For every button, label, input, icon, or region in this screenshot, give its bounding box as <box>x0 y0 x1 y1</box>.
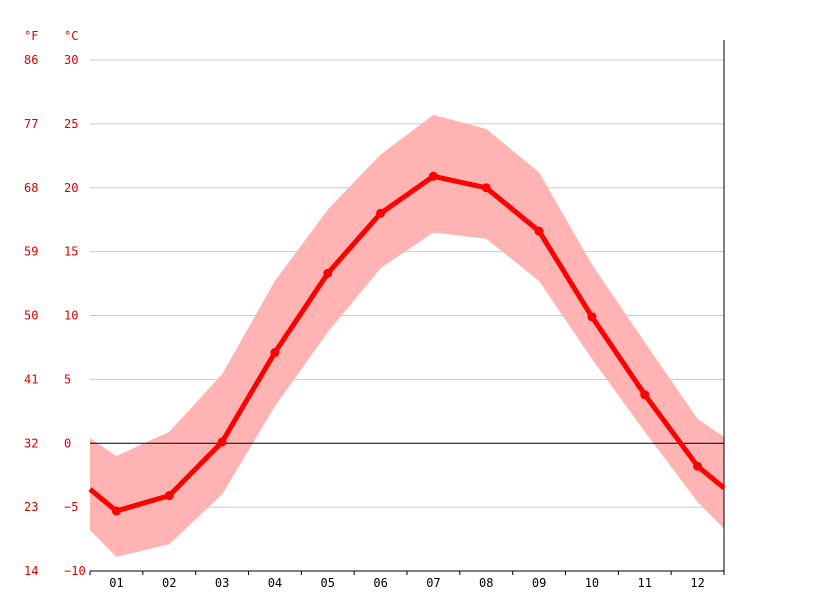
y-tick-label-fahrenheit: 41 <box>24 372 38 386</box>
y-tick-label-celsius: −5 <box>64 500 78 514</box>
temperature-band-area <box>90 114 724 557</box>
data-point <box>323 268 333 278</box>
data-point <box>587 312 597 322</box>
data-point <box>111 506 121 516</box>
temperature-line <box>88 173 726 514</box>
y-tick-label-fahrenheit: 23 <box>24 500 38 514</box>
y-tick-label-celsius: 30 <box>64 53 78 67</box>
y-tick-label-celsius: 0 <box>64 436 71 450</box>
data-point <box>217 437 227 447</box>
y-tick-label-fahrenheit: 77 <box>24 117 38 131</box>
y-tick-label-fahrenheit: 14 <box>24 564 38 578</box>
data-point <box>640 390 650 400</box>
y-tick-label-celsius: 10 <box>64 309 78 323</box>
y-tick-label-fahrenheit: 68 <box>24 181 38 195</box>
fahrenheit-unit-label: °F <box>24 29 38 43</box>
y-tick-label-celsius: 20 <box>64 181 78 195</box>
data-point <box>270 348 280 358</box>
temperature-range-band <box>90 114 724 557</box>
x-tick-label: 11 <box>638 576 652 590</box>
data-point <box>164 491 174 501</box>
y-tick-label-fahrenheit: 50 <box>24 309 38 323</box>
data-point <box>376 208 386 218</box>
y-tick-label-fahrenheit: 32 <box>24 436 38 450</box>
x-tick-label: 07 <box>426 576 440 590</box>
data-point <box>428 171 438 181</box>
x-tick-label: 03 <box>215 576 229 590</box>
x-tick-label: 09 <box>532 576 546 590</box>
x-tick-label: 01 <box>109 576 123 590</box>
axis-labels: °F °C 86 30 77 25 68 20 59 15 50 10 41 5 32 0 23 −5 14 −1… <box>24 29 705 590</box>
x-tick-label: 06 <box>373 576 387 590</box>
data-point <box>534 226 544 236</box>
x-tick-label: 05 <box>321 576 335 590</box>
x-tick-label: 02 <box>162 576 176 590</box>
y-tick-label-fahrenheit: 59 <box>24 245 38 259</box>
data-point <box>481 183 491 193</box>
x-tick-label: 04 <box>268 576 282 590</box>
y-tick-label-celsius: −10 <box>64 564 86 578</box>
y-tick-label-celsius: 5 <box>64 372 71 386</box>
axes <box>89 40 725 575</box>
x-tick-label: 10 <box>585 576 599 590</box>
y-tick-label-celsius: 15 <box>64 245 78 259</box>
data-point <box>693 461 703 471</box>
temperature-series <box>88 171 726 516</box>
celsius-unit-label: °C <box>64 29 78 43</box>
y-tick-label-celsius: 25 <box>64 117 78 131</box>
y-tick-label-fahrenheit: 86 <box>24 53 38 67</box>
x-tick-label: 12 <box>690 576 704 590</box>
x-tick-label: 08 <box>479 576 493 590</box>
